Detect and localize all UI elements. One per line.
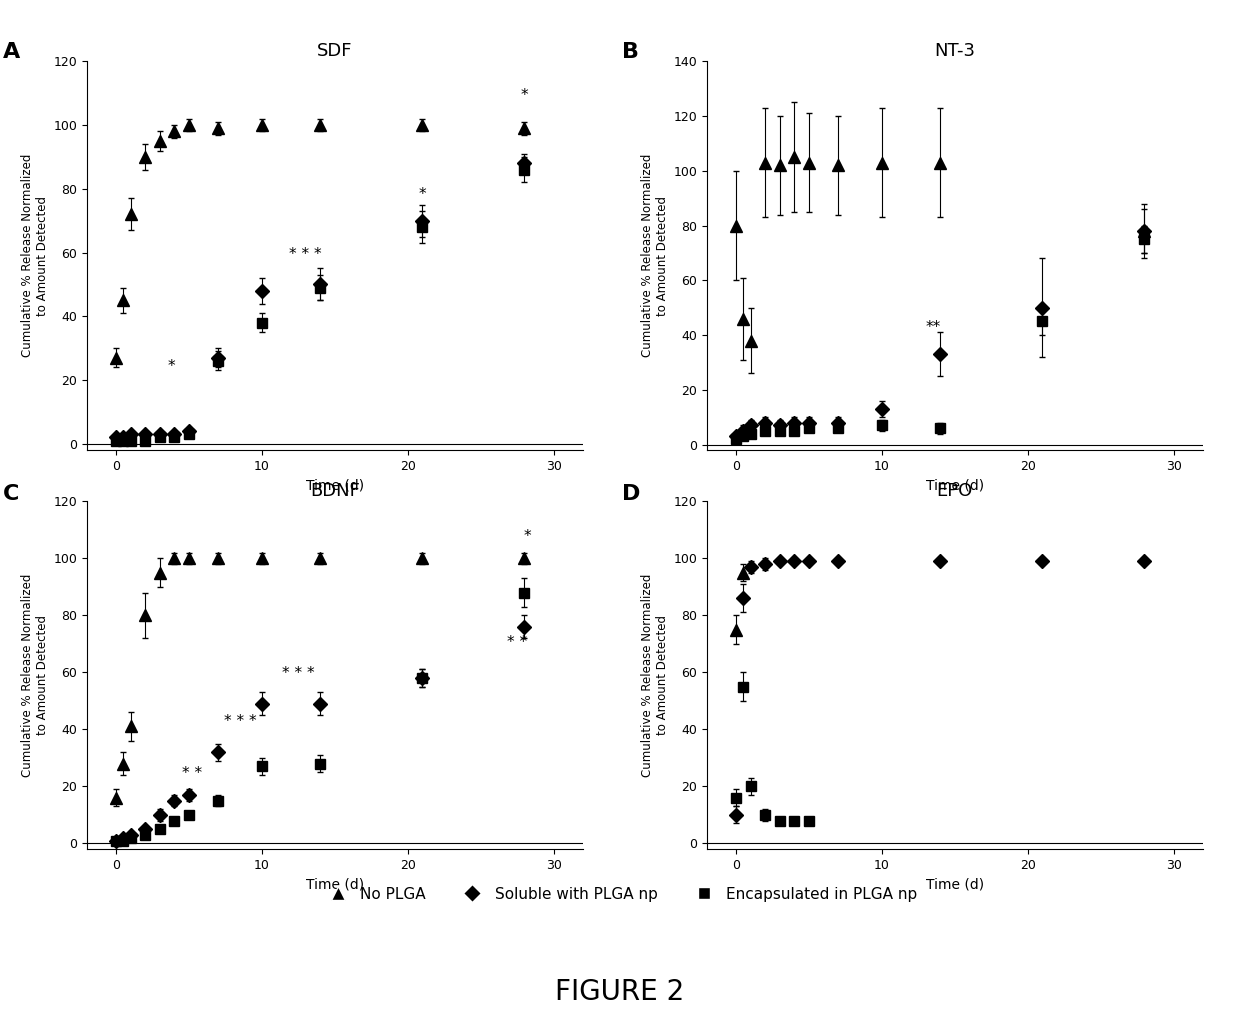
Text: *: * <box>419 186 427 202</box>
Text: * *: * * <box>507 634 527 650</box>
Title: BDNF: BDNF <box>310 482 360 499</box>
Y-axis label: Cumulative % Release Normalized
to Amount Detected: Cumulative % Release Normalized to Amoun… <box>21 574 50 776</box>
Text: D: D <box>622 484 641 504</box>
Text: * * *: * * * <box>223 714 257 729</box>
Text: FIGURE 2: FIGURE 2 <box>556 978 684 1007</box>
X-axis label: Time (d): Time (d) <box>926 878 983 891</box>
Text: C: C <box>2 484 19 504</box>
Title: NT-3: NT-3 <box>934 42 976 59</box>
Legend: No PLGA, Soluble with PLGA np, Encapsulated in PLGA np: No PLGA, Soluble with PLGA np, Encapsula… <box>316 881 924 908</box>
Text: **: ** <box>925 320 941 336</box>
Title: EPO: EPO <box>936 482 973 499</box>
X-axis label: Time (d): Time (d) <box>306 479 363 492</box>
Text: * *: * * <box>182 765 202 781</box>
Y-axis label: Cumulative % Release Normalized
to Amount Detected: Cumulative % Release Normalized to Amoun… <box>641 574 670 776</box>
Text: A: A <box>2 42 20 62</box>
Text: *: * <box>167 359 175 373</box>
Text: *: * <box>521 88 528 102</box>
X-axis label: Time (d): Time (d) <box>926 479 983 492</box>
Y-axis label: Cumulative % Release Normalized
to Amount Detected: Cumulative % Release Normalized to Amoun… <box>641 154 670 357</box>
X-axis label: Time (d): Time (d) <box>306 878 363 891</box>
Y-axis label: Cumulative % Release Normalized
to Amount Detected: Cumulative % Release Normalized to Amoun… <box>21 154 50 357</box>
Text: * * *: * * * <box>281 666 315 681</box>
Text: *: * <box>523 529 531 544</box>
Text: * * *: * * * <box>289 248 322 262</box>
Text: B: B <box>622 42 640 62</box>
Title: SDF: SDF <box>317 42 352 59</box>
